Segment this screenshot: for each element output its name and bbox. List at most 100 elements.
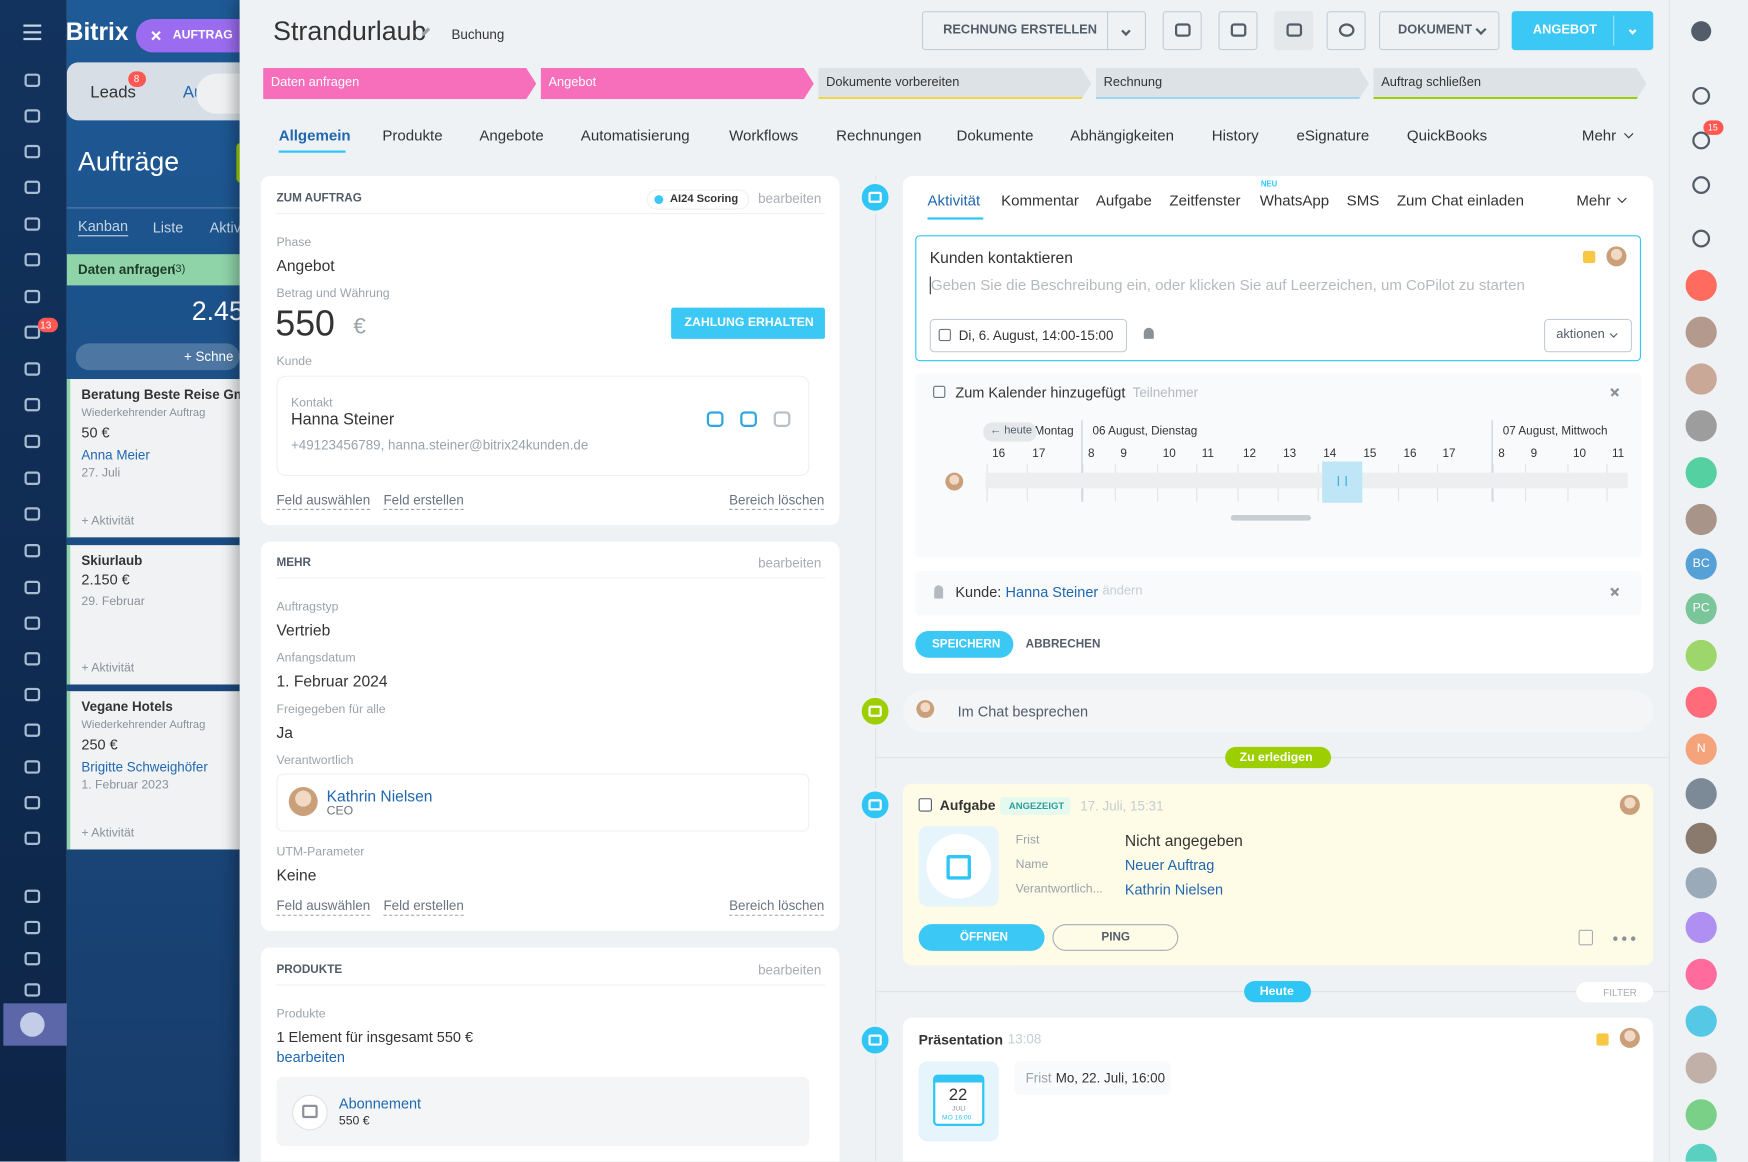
field-link[interactable]: Bereich löschen xyxy=(729,493,825,511)
contact-avatar[interactable] xyxy=(1685,639,1717,672)
contact-avatar[interactable] xyxy=(1685,503,1717,536)
contact-avatar[interactable] xyxy=(1685,548,1717,580)
date-picker[interactable] xyxy=(929,318,1128,353)
sidebar-icon[interactable] xyxy=(24,795,41,810)
menu-icon[interactable] xyxy=(23,31,42,34)
stage-label[interactable]: Rechnung xyxy=(1103,76,1163,90)
sidebar-icon[interactable] xyxy=(24,580,41,595)
more-dot[interactable] xyxy=(1622,936,1627,941)
contact-avatar[interactable] xyxy=(1685,822,1717,854)
sidebar-icon[interactable] xyxy=(24,289,41,304)
tab[interactable]: Dokumente xyxy=(956,127,1034,145)
button-label[interactable]: ANGEBOT xyxy=(1532,23,1597,38)
contact-avatar[interactable] xyxy=(1685,593,1717,625)
sidebar-tool[interactable] xyxy=(1692,229,1711,248)
edit-link[interactable]: bearbeiten xyxy=(276,1048,345,1066)
offer-button[interactable] xyxy=(1511,11,1654,51)
chat-icon[interactable] xyxy=(773,411,791,427)
color-picker[interactable] xyxy=(1583,250,1596,264)
task-responsible[interactable]: Kathrin Nielsen xyxy=(1124,881,1224,898)
button-label[interactable]: DOKUMENT xyxy=(1397,23,1473,38)
contact-avatar[interactable] xyxy=(1685,269,1717,301)
tab[interactable]: Abhängigkeiten xyxy=(1070,127,1174,145)
contact-avatar[interactable] xyxy=(1685,733,1717,765)
sidebar-icon[interactable] xyxy=(24,109,41,123)
view-tab[interactable]: Aktiv xyxy=(209,219,241,236)
contact-avatar[interactable] xyxy=(1685,1143,1717,1162)
field-link dash[interactable]: Feld auswählen xyxy=(276,493,371,511)
call-button[interactable] xyxy=(1162,11,1202,51)
card-activity[interactable]: + Aktivität xyxy=(81,661,135,676)
stage-label[interactable]: Auftrag schließen xyxy=(1381,76,1482,90)
quick-add[interactable] xyxy=(75,343,240,371)
invoice-button[interactable] xyxy=(921,11,1147,51)
tab[interactable]: Produkte xyxy=(382,127,443,145)
contact-avatar[interactable] xyxy=(1685,363,1717,395)
button-label[interactable]: SPEICHERN xyxy=(931,637,1001,651)
floating-button-label[interactable]: AUFTRAG xyxy=(172,28,233,42)
task-checkbox[interactable] xyxy=(918,798,932,812)
sidebar-icon[interactable] xyxy=(24,471,41,485)
editor-placeholder[interactable]: Geben Sie die Beschreibung ein, oder kli… xyxy=(930,276,1525,294)
timeline-tab[interactable]: SMS xyxy=(1346,192,1380,209)
card-contact[interactable]: Anna Meier xyxy=(81,447,150,463)
button-label[interactable]: PING xyxy=(1101,930,1131,944)
more-dot[interactable] xyxy=(1630,936,1636,941)
sidebar-icon[interactable] xyxy=(24,920,41,935)
sidebar-icon[interactable] xyxy=(24,362,41,376)
tab[interactable]: Allgemein xyxy=(278,127,351,145)
card-contact[interactable]: Brigitte Schweighöfer xyxy=(81,759,208,775)
sidebar-icon[interactable] xyxy=(24,889,41,903)
calendar-participants[interactable]: Teilnehmer xyxy=(1132,384,1199,401)
chat-label[interactable]: Im Chat besprechen xyxy=(957,702,1089,720)
tab[interactable]: eSignature xyxy=(1296,127,1370,145)
sidebar-icon[interactable] xyxy=(24,397,41,412)
kanban-card[interactable] xyxy=(66,545,240,685)
sidebar-icon[interactable] xyxy=(24,434,41,449)
sidebar-tool[interactable] xyxy=(1692,86,1711,105)
tab[interactable]: History xyxy=(1211,127,1259,145)
kanban-card[interactable] xyxy=(66,379,240,538)
card-activity[interactable]: + Aktivität xyxy=(81,514,135,528)
filter-label[interactable]: FILTER xyxy=(1603,987,1637,999)
account-icon[interactable] xyxy=(20,1012,45,1037)
editor-title[interactable]: Kunden kontaktieren xyxy=(929,248,1073,267)
tab-more[interactable]: Mehr xyxy=(1581,127,1617,145)
sidebar-icon[interactable] xyxy=(24,831,41,846)
sidebar-icon[interactable] xyxy=(24,325,41,339)
help-icon[interactable] xyxy=(1691,21,1712,42)
view-tab[interactable]: Liste xyxy=(152,219,184,236)
client-change[interactable]: ändern xyxy=(1102,584,1143,598)
button-label[interactable]: ÖFFNEN xyxy=(959,930,1008,944)
contact-avatar[interactable] xyxy=(1685,1005,1717,1037)
edit-link[interactable]: bearbeiten xyxy=(758,190,822,207)
client-name[interactable]: Hanna Steiner xyxy=(1005,583,1099,601)
open-button[interactable] xyxy=(918,924,1045,951)
sidebar-icon[interactable] xyxy=(24,144,41,159)
tab[interactable]: QuickBooks xyxy=(1406,127,1488,145)
today-button[interactable] xyxy=(983,422,1037,442)
button-label[interactable]: ABBRECHEN xyxy=(1025,637,1101,651)
field-link[interactable]: Feld erstellen xyxy=(383,493,464,511)
sidebar-icon[interactable] xyxy=(24,253,41,267)
button-label[interactable]: ZAHLUNG ERHALTEN xyxy=(684,316,814,330)
task-name[interactable]: Neuer Auftrag xyxy=(1124,856,1215,874)
stage[interactable] xyxy=(263,68,536,99)
tab[interactable]: Automatisierung xyxy=(580,127,690,145)
product-name[interactable]: Abonnement xyxy=(338,1095,422,1113)
sidebar-icon[interactable] xyxy=(24,687,41,702)
contact-avatar[interactable] xyxy=(1685,1052,1717,1084)
collapse-button[interactable] xyxy=(196,73,241,114)
field-link[interactable]: Feld erstellen xyxy=(383,899,464,916)
tab[interactable]: Rechnungen xyxy=(836,127,922,145)
contact-avatar[interactable] xyxy=(1685,911,1717,944)
sidebar-tool[interactable] xyxy=(1692,131,1711,150)
quick-add-label[interactable]: + Schne xyxy=(183,348,234,365)
settings-button[interactable] xyxy=(1326,11,1366,51)
contact-avatar[interactable] xyxy=(1685,410,1717,442)
scoring-pill[interactable] xyxy=(646,189,750,210)
sidebar-icon[interactable] xyxy=(24,983,41,997)
bell-icon[interactable] xyxy=(1143,327,1154,339)
stage[interactable] xyxy=(541,68,814,99)
stage-label[interactable]: Daten anfragen xyxy=(270,76,360,90)
